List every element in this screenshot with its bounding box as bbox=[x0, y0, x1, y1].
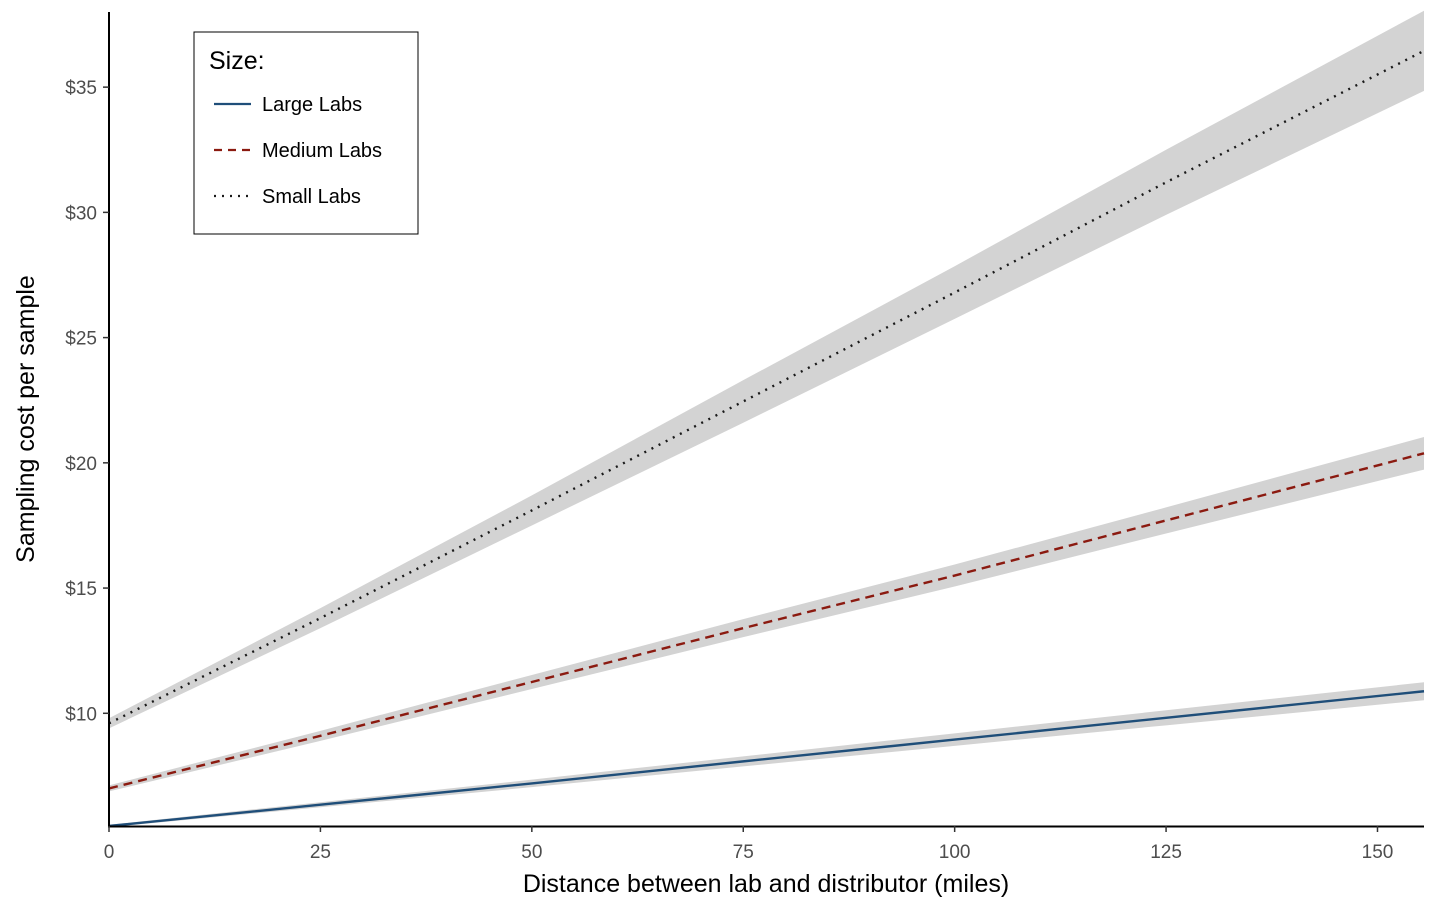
y-tick-label: $35 bbox=[65, 78, 97, 99]
x-axis-ticks: 0 25 50 75 100 125 150 bbox=[104, 826, 1394, 863]
legend-title: Size: bbox=[209, 47, 265, 75]
legend-label-small-labs: Small Labs bbox=[262, 186, 361, 208]
line-medium-labs bbox=[108, 452, 1425, 790]
legend-box bbox=[193, 31, 419, 235]
x-axis-title: Distance between lab and distributor (mi… bbox=[523, 870, 1009, 898]
confidence-bands bbox=[109, 10, 1424, 828]
y-tick-label: $30 bbox=[65, 203, 97, 224]
legend-label-large-labs: Large Labs bbox=[262, 94, 362, 116]
band-medium-labs bbox=[109, 437, 1424, 792]
series-lines bbox=[108, 49, 1425, 828]
y-axis-ticks: $10 $15 $20 $25 $30 $35 bbox=[65, 78, 109, 725]
y-tick-label: $20 bbox=[65, 454, 97, 475]
line-large-labs bbox=[108, 690, 1425, 828]
x-tick-label: 25 bbox=[310, 842, 331, 863]
legend-label-medium-labs: Medium Labs bbox=[262, 140, 382, 162]
x-tick-label: 0 bbox=[104, 842, 115, 863]
legend: Size: Large Labs Medium Labs Small Labs bbox=[193, 31, 419, 235]
y-tick-label: $25 bbox=[65, 329, 97, 350]
x-tick-label: 100 bbox=[939, 842, 971, 863]
x-tick-label: 50 bbox=[521, 842, 542, 863]
y-tick-label: $10 bbox=[65, 704, 97, 725]
x-tick-label: 150 bbox=[1362, 842, 1394, 863]
y-tick-label: $15 bbox=[65, 579, 97, 600]
band-large-labs bbox=[109, 682, 1424, 828]
x-tick-label: 125 bbox=[1150, 842, 1182, 863]
y-axis-title: Sampling cost per sample bbox=[12, 275, 40, 563]
x-tick-label: 75 bbox=[733, 842, 754, 863]
band-small-labs bbox=[109, 10, 1424, 729]
